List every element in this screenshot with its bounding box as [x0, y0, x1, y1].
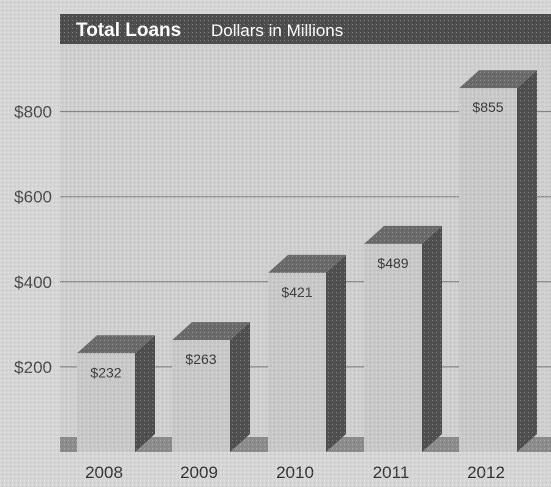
bar-2008: $232: [77, 335, 155, 452]
bar-2012: $855: [459, 70, 537, 452]
value-label-2009: $263: [185, 351, 216, 367]
y-tick-label-600: $600: [14, 188, 52, 207]
bar-side: [517, 70, 537, 452]
value-label-2008: $232: [90, 364, 121, 380]
y-tick-label-200: $200: [14, 358, 52, 377]
x-label-2011: 2011: [373, 463, 410, 482]
x-label-2009: 2009: [180, 463, 218, 482]
bar-side: [422, 225, 442, 452]
chart-subtitle: Dollars in Millions: [211, 21, 343, 40]
x-label-2012: 2012: [467, 463, 505, 482]
bar-2009: $263: [172, 322, 250, 452]
bar-2011: $489: [364, 225, 442, 452]
bar-front: [459, 88, 517, 452]
y-tick-label-400: $400: [14, 273, 52, 292]
bar-side: [326, 254, 346, 452]
bar-side: [230, 322, 250, 452]
value-label-2010: $421: [281, 284, 312, 300]
bar-front: [364, 243, 422, 452]
bar-2010: $421: [268, 254, 346, 452]
chart-title: Total Loans: [76, 20, 181, 41]
x-label-2010: 2010: [276, 463, 314, 482]
y-tick-label-800: $800: [14, 103, 52, 122]
value-label-2011: $489: [377, 255, 408, 271]
bar-side: [135, 335, 155, 452]
value-label-2012: $855: [472, 99, 503, 115]
x-label-2008: 2008: [85, 463, 123, 482]
